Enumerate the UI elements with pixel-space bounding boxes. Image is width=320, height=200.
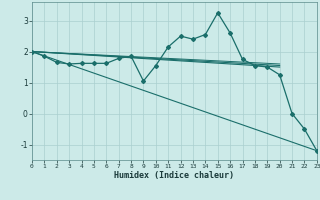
X-axis label: Humidex (Indice chaleur): Humidex (Indice chaleur) (115, 171, 234, 180)
